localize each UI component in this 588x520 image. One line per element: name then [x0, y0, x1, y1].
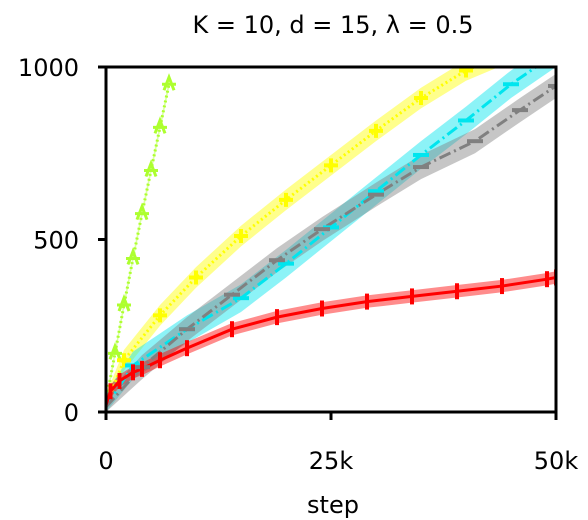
chart-title: K = 10, d = 15, λ = 0.5	[192, 11, 473, 39]
series-markers	[108, 26, 563, 400]
x-tick-label: 50k	[534, 447, 579, 475]
x-axis-title: step	[307, 491, 359, 519]
series-0-band	[106, 80, 169, 406]
series-1-marker	[549, 26, 563, 40]
series-4-line	[106, 275, 556, 406]
series-1-marker	[504, 44, 518, 58]
series-1-marker	[189, 270, 203, 285]
series-0-marker	[153, 116, 167, 134]
series-1-marker	[279, 192, 293, 207]
series-2-band	[106, 67, 556, 412]
series-1-marker	[117, 353, 131, 368]
y-tick-label: 500	[33, 227, 79, 255]
series-1-marker	[153, 308, 167, 323]
series-0-marker	[126, 247, 140, 266]
axes: 0 25k 50k 0 500 1000	[18, 54, 578, 475]
series-1-marker	[324, 158, 338, 173]
series-3-band	[106, 73, 556, 412]
series-0-marker	[135, 202, 149, 221]
series-1-marker	[459, 67, 473, 78]
series-1-line	[106, 67, 479, 406]
x-tick-label: 25k	[309, 447, 354, 475]
series-1-marker	[234, 229, 248, 244]
x-tick-label: 0	[98, 447, 113, 475]
series-0-marker	[144, 159, 158, 178]
series-1-marker	[369, 123, 383, 138]
series-0-marker	[162, 73, 176, 91]
series-0-marker	[108, 342, 122, 360]
series-1-marker	[414, 91, 428, 106]
y-tick-label: 0	[64, 399, 79, 427]
y-tick-label: 1000	[18, 54, 79, 82]
series-0-marker	[117, 293, 131, 312]
